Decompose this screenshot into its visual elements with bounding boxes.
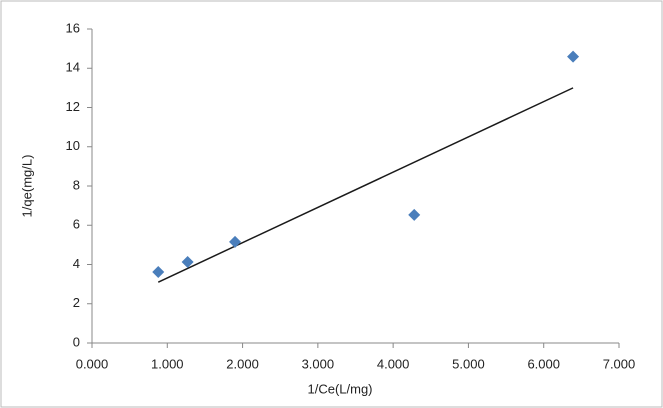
y-tick-label: 12: [66, 99, 80, 114]
x-tick-label: 1.000: [151, 356, 184, 371]
data-point: [229, 235, 242, 248]
y-tick-label: 8: [73, 177, 80, 192]
y-tick-label: 2: [73, 295, 80, 310]
y-tick-label: 10: [66, 138, 80, 153]
trend-line: [157, 87, 574, 283]
x-tick-label: 2.000: [226, 356, 259, 371]
x-tick-label: 5.000: [452, 356, 485, 371]
y-tick-label: 6: [73, 217, 80, 232]
y-tick-label: 14: [66, 60, 80, 75]
x-tick-label: 3.000: [302, 356, 335, 371]
y-tick-label: 16: [66, 20, 80, 35]
data-point: [567, 50, 580, 63]
x-tick-label: 6.000: [527, 356, 560, 371]
y-axis-label: 1/qe(mg/L): [19, 155, 34, 218]
data-point: [181, 255, 194, 268]
x-axis-label: 1/Ce(L/mg): [307, 381, 372, 396]
x-tick-label: 7.000: [603, 356, 636, 371]
x-tick-label: 0.000: [76, 356, 109, 371]
x-tick-label: 4.000: [377, 356, 410, 371]
y-tick-label: 0: [73, 334, 80, 349]
y-tick-label: 4: [73, 256, 80, 271]
data-point: [408, 208, 421, 221]
data-point: [152, 265, 165, 278]
